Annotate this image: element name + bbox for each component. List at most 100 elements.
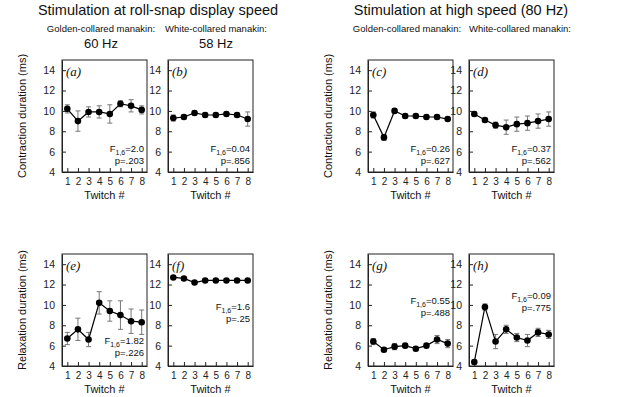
data-point	[191, 279, 198, 286]
x-tick-mark	[142, 362, 143, 366]
x-tick: 5	[108, 168, 114, 187]
y-tick-label: 14	[349, 258, 361, 270]
y-tick: 12	[149, 278, 172, 290]
y-axis: 468101214	[149, 61, 172, 178]
error-bar	[536, 328, 541, 336]
panel: 46810121412345678(b)Twitch #F1,6=0.04p=.…	[149, 60, 253, 201]
panel-label: (h)	[473, 258, 488, 273]
x-tick: 4	[97, 168, 103, 187]
error-bar-cap	[86, 346, 91, 347]
x-tick-mark	[78, 362, 79, 366]
y-tick-label: 4	[456, 166, 462, 178]
data-point	[503, 124, 510, 131]
y-tick: 12	[349, 278, 372, 290]
x-tick-label: 4	[504, 176, 510, 187]
y-tick-label: 10	[43, 299, 55, 311]
x-tick-mark	[67, 168, 68, 172]
stat-f-value: =0.37	[527, 143, 551, 154]
data-point	[213, 277, 220, 284]
x-tick-label: 8	[546, 370, 552, 381]
x-tick-label: 1	[65, 370, 71, 381]
y-tick-label: 10	[149, 299, 161, 311]
x-tick: 5	[414, 168, 420, 187]
y-tick-mark	[62, 325, 66, 326]
data-point	[423, 114, 430, 121]
x-tick: 6	[118, 362, 124, 381]
data-point	[85, 109, 92, 116]
error-bar	[445, 340, 450, 348]
x-axis-line	[63, 172, 148, 173]
x-tick-mark	[405, 168, 406, 172]
y-tick-label: 14	[43, 258, 55, 270]
panel-label: (c)	[372, 64, 386, 79]
y-tick-mark	[62, 285, 66, 286]
error-bar-cap	[514, 117, 519, 118]
x-tick-mark	[395, 168, 396, 172]
y-tick-label: 10	[349, 105, 361, 117]
error-bar	[525, 116, 530, 130]
y-axis-title: Relaxation duration (ms)	[322, 250, 334, 370]
y-tick-mark	[368, 91, 372, 92]
y-tick: 14	[149, 64, 172, 76]
x-tick-mark	[195, 362, 196, 366]
x-tick-mark	[426, 362, 427, 366]
y-tick-label: 12	[349, 278, 361, 290]
x-tick-mark	[506, 168, 507, 172]
y-tick-mark	[168, 131, 172, 132]
y-tick-mark	[469, 285, 473, 286]
data-point	[535, 329, 542, 336]
x-tick-mark	[216, 168, 217, 172]
y-tick-label: 10	[450, 105, 462, 117]
stat-f-value: =1.82	[120, 335, 144, 346]
error-bar-cap	[129, 99, 134, 100]
stat-f-value: =2.0	[125, 143, 144, 154]
x-tick-mark	[131, 362, 132, 366]
data-point	[75, 118, 82, 125]
x-axis-title: Twitch #	[491, 383, 532, 395]
x-tick: 2	[182, 168, 188, 187]
x-tick-mark	[89, 362, 90, 366]
error-bar-cap	[118, 329, 123, 330]
stat-f-value: =0.55	[426, 295, 450, 306]
data-point	[75, 326, 82, 333]
y-tick: 4	[49, 166, 66, 178]
y-tick: 6	[49, 339, 66, 351]
x-axis-title: Twitch #	[190, 189, 231, 201]
data-point	[128, 103, 135, 110]
x-axis-line	[470, 172, 555, 173]
x-tick: 8	[245, 168, 251, 187]
y-axis-line	[368, 255, 369, 367]
data-point	[64, 106, 71, 113]
error-bar-cap	[65, 344, 70, 345]
x-axis-line	[63, 366, 148, 367]
x-tick-label: 7	[235, 370, 241, 381]
error-bar-cap	[504, 120, 509, 121]
y-tick: 12	[349, 84, 372, 96]
error-bar-cap	[97, 314, 102, 315]
data-point	[391, 343, 398, 350]
panel-label: (e)	[66, 258, 80, 273]
plot-frame	[368, 254, 453, 366]
data-point	[413, 345, 420, 352]
x-tick: 5	[515, 168, 521, 187]
y-tick-mark	[368, 325, 372, 326]
series-line	[373, 111, 447, 137]
stat-p: p=.775	[522, 302, 551, 313]
error-bar-cap	[97, 118, 102, 119]
y-tick-label: 10	[149, 105, 161, 117]
y-tick-mark	[469, 346, 473, 347]
error-bar-cap	[546, 111, 551, 112]
y-tick-label: 6	[49, 339, 55, 351]
x-tick: 8	[546, 362, 552, 381]
y-tick-label: 12	[43, 84, 55, 96]
x-tick-mark	[67, 362, 68, 366]
data-point	[234, 112, 241, 119]
x-tick-label: 5	[108, 176, 114, 187]
error-bar-cap	[245, 126, 250, 127]
y-tick-mark	[168, 325, 172, 326]
x-tick-mark	[248, 362, 249, 366]
error-bar-cap	[514, 341, 519, 342]
y-tick: 12	[43, 278, 66, 290]
x-tick: 1	[65, 168, 71, 187]
error-bar	[371, 339, 376, 345]
